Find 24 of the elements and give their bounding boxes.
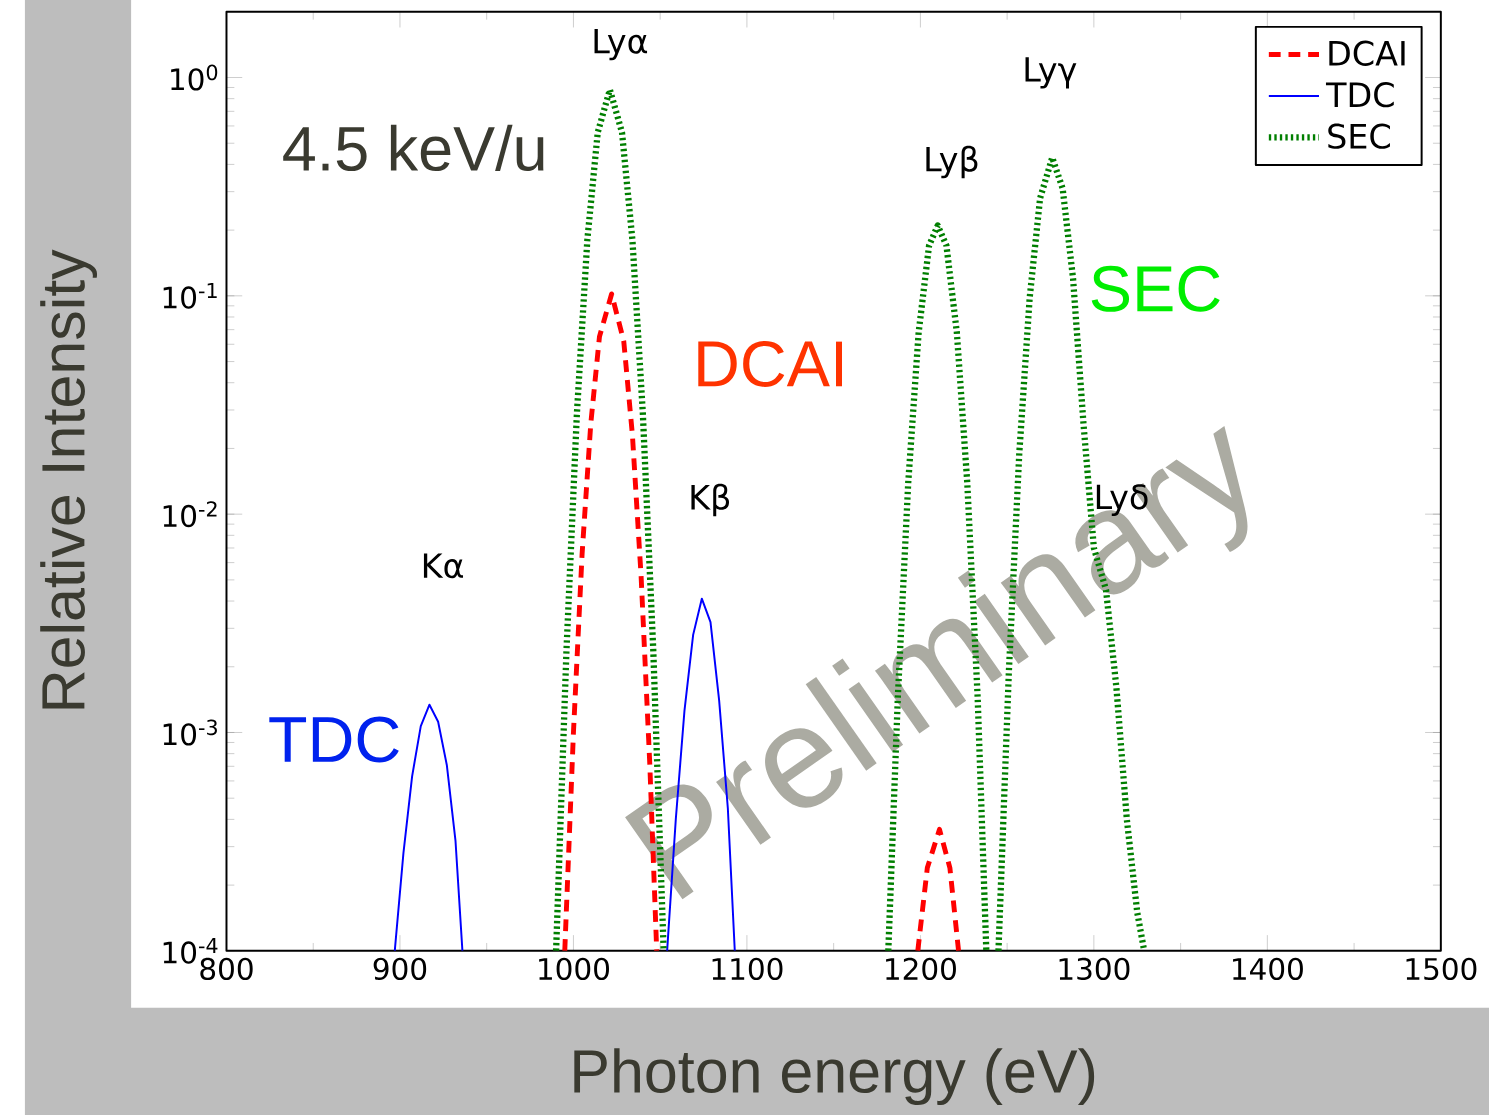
annotation: 4.5 keV/u (283, 124, 544, 172)
x-tick-label: 1400 (1233, 957, 1303, 981)
annotation: Lyβ (926, 145, 978, 179)
x-tick-label: 1000 (539, 957, 609, 981)
x-tick-label: 900 (373, 957, 427, 981)
x-tick-label: 1300 (1059, 957, 1130, 981)
annotation: SEC (1091, 265, 1220, 312)
x-tick-label: 1500 (1406, 957, 1477, 981)
x-tick-label: 1100 (712, 957, 783, 981)
annotation: DCAI (698, 340, 843, 387)
annotation: TDC (269, 716, 399, 763)
annotation: Lyα (594, 29, 648, 61)
x-axis-title: Photon energy (eV) (574, 1048, 1095, 1106)
legend-label: DCAI (1329, 40, 1405, 66)
y-tick-label: 10$^{-3}$ (163, 719, 217, 746)
annotation: Lyγ (1025, 57, 1077, 89)
annotation: Kα (423, 553, 464, 579)
legend-label: TDC (1325, 82, 1394, 108)
legend-label: SEC (1328, 123, 1390, 149)
y-tick-label: 10$^{0}$ (171, 64, 218, 91)
y-tick-label: 10$^{-1}$ (163, 282, 217, 309)
x-tick-label: 1200 (886, 957, 956, 981)
y-axis-title: Relative Intensity (40, 249, 98, 709)
y-tick-label: 10$^{-2}$ (163, 501, 217, 528)
